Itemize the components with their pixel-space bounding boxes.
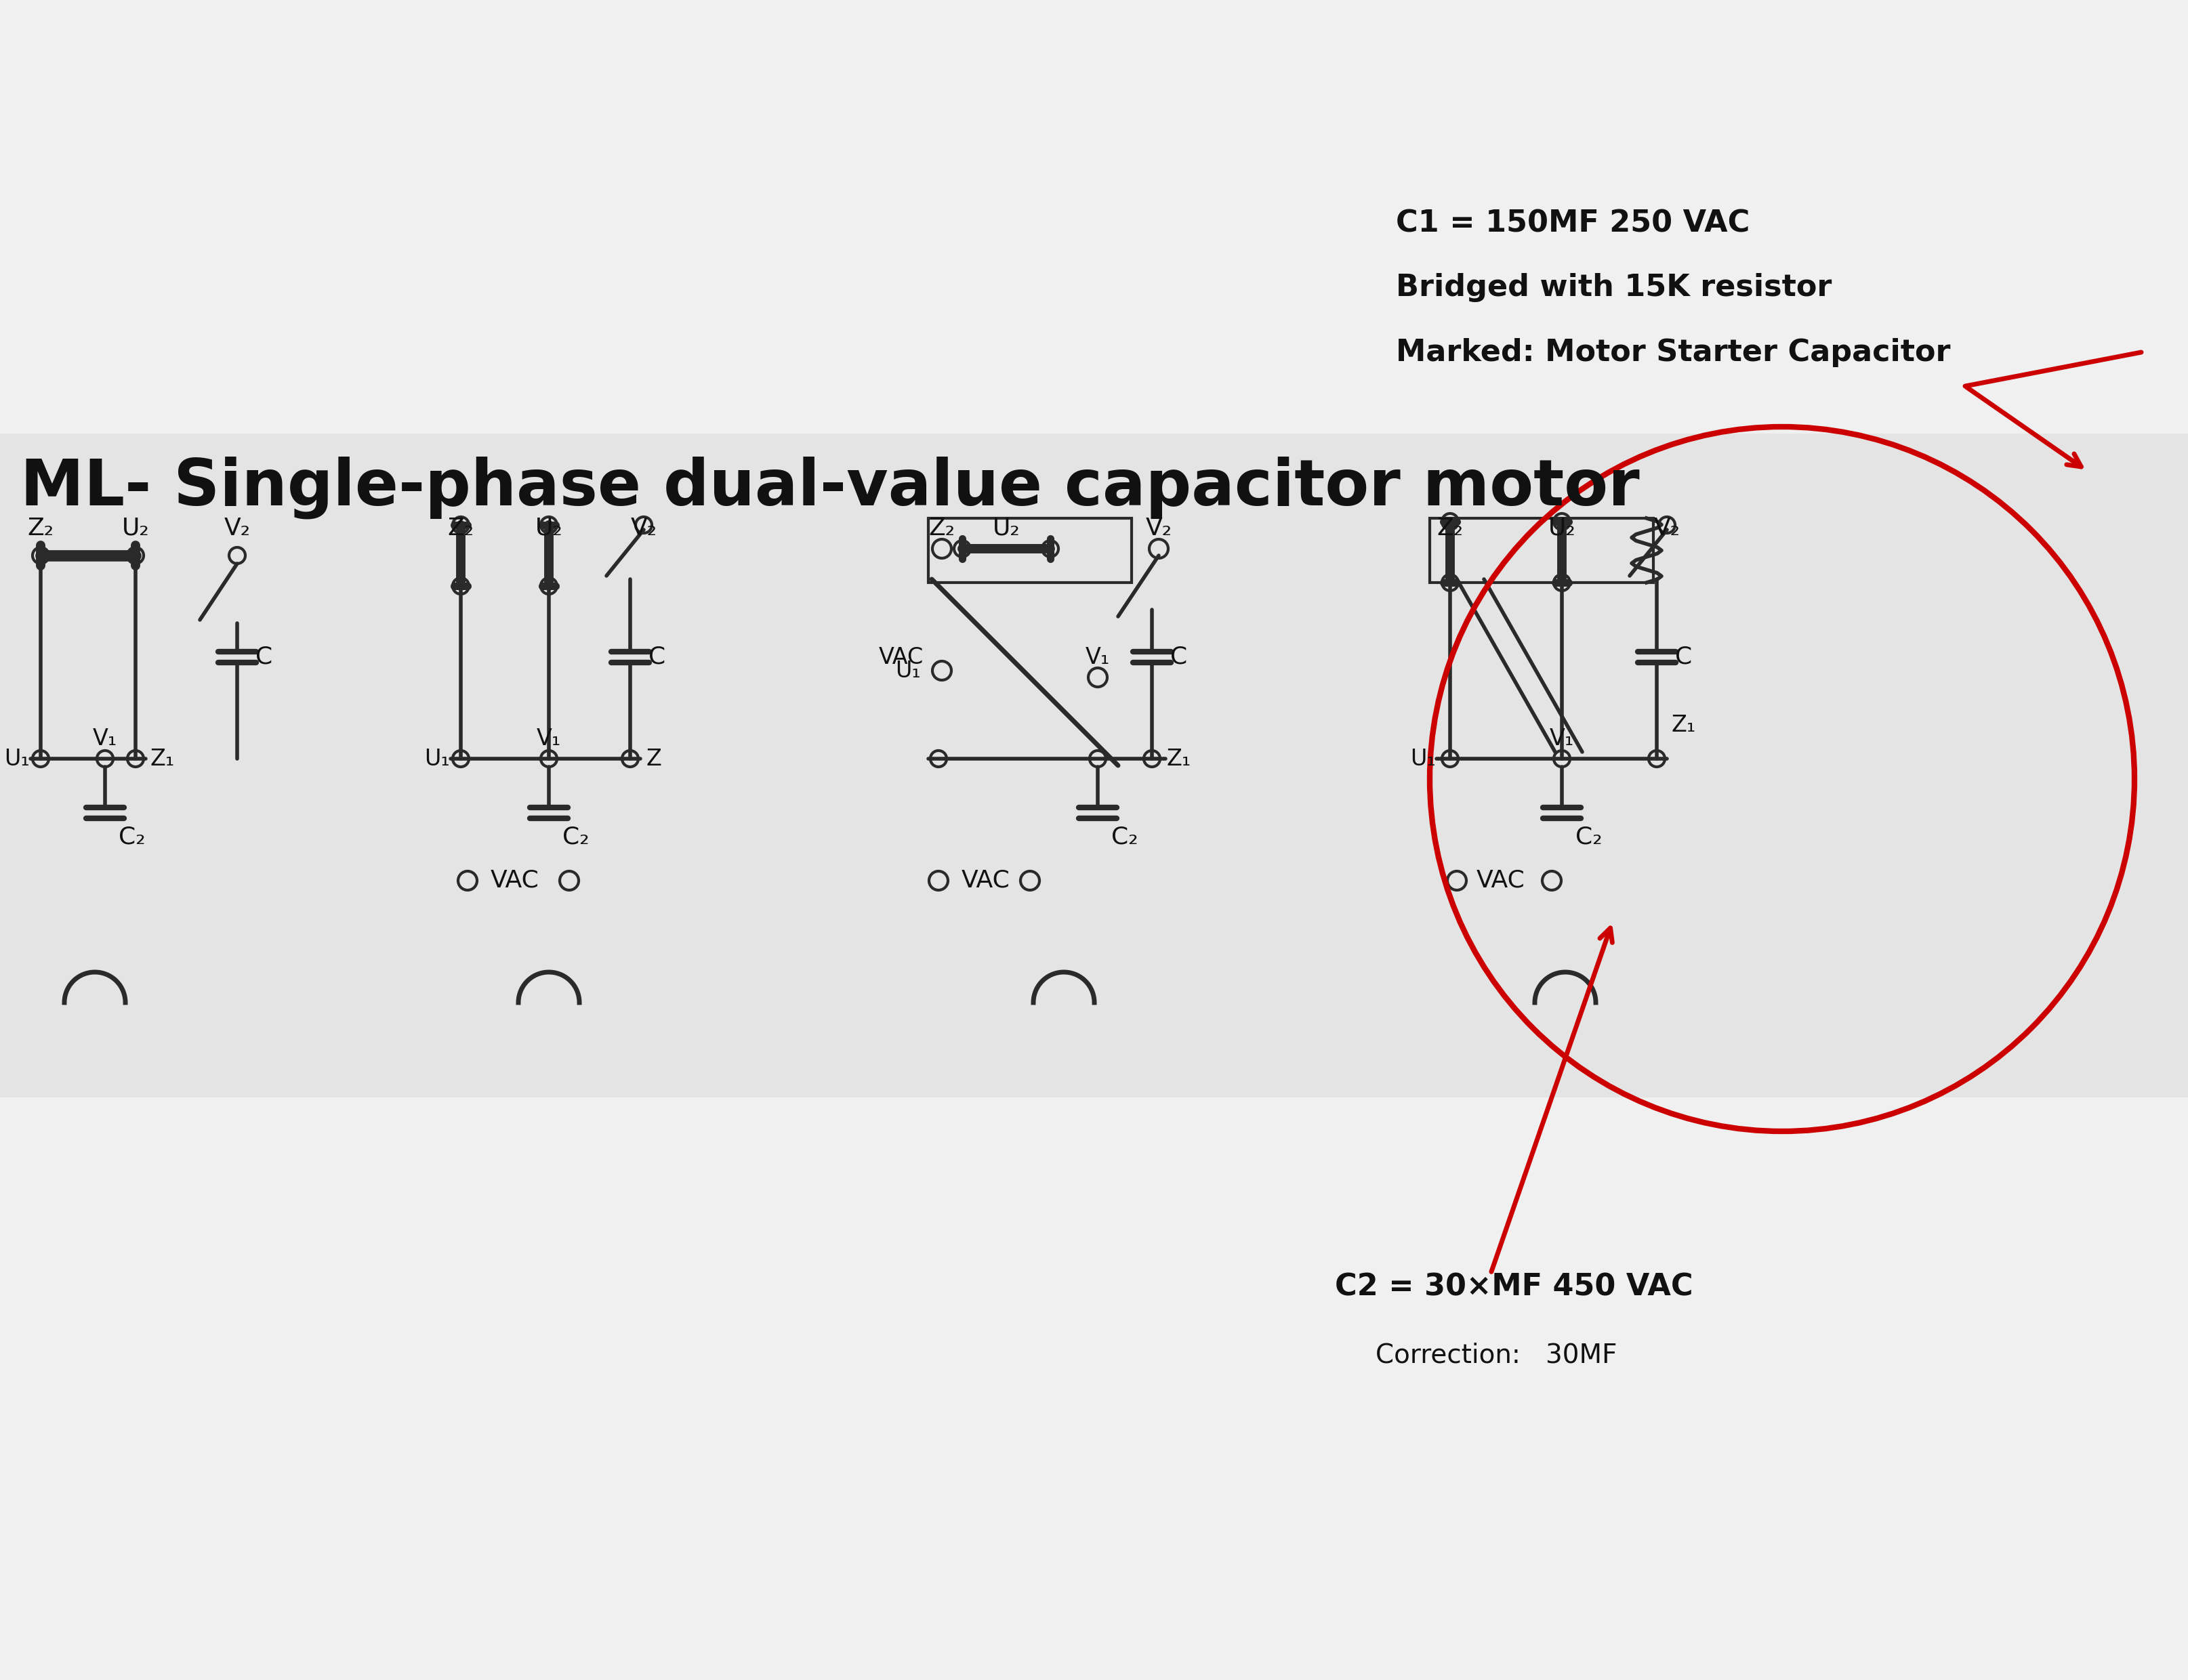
Text: V₂: V₂ — [1654, 517, 1680, 539]
Text: C2 = 30×MF 450 VAC: C2 = 30×MF 450 VAC — [1335, 1272, 1694, 1302]
Text: V₁: V₁ — [1085, 645, 1109, 669]
Text: U₁: U₁ — [895, 660, 921, 682]
Text: V₁: V₁ — [92, 727, 118, 749]
Text: C₂: C₂ — [118, 825, 147, 848]
Text: U₁: U₁ — [424, 748, 451, 769]
Text: Z: Z — [645, 748, 661, 769]
Text: U₂: U₂ — [993, 517, 1020, 539]
Text: U₁: U₁ — [4, 748, 31, 769]
Text: U₂: U₂ — [1549, 517, 1575, 539]
Text: ML- Single-phase dual-value capacitor motor: ML- Single-phase dual-value capacitor mo… — [20, 457, 1639, 519]
Text: V₂: V₂ — [630, 517, 656, 539]
Text: C: C — [1171, 645, 1188, 669]
Bar — [1429, 517, 1654, 583]
Text: C: C — [648, 645, 665, 669]
Text: V₁: V₁ — [1549, 727, 1573, 749]
Text: C₂: C₂ — [1112, 825, 1138, 848]
Text: V₂: V₂ — [1147, 517, 1173, 539]
Text: Z₂: Z₂ — [1438, 517, 1464, 539]
Text: V₁: V₁ — [536, 727, 560, 749]
Text: Z₁: Z₁ — [1166, 748, 1190, 769]
Text: C: C — [1676, 645, 1691, 669]
Text: U₁: U₁ — [1411, 748, 1435, 769]
Text: Z₁: Z₁ — [1672, 714, 1696, 736]
Text: Bridged with 15K resistor: Bridged with 15K resistor — [1396, 274, 1831, 302]
Text: U₂: U₂ — [123, 517, 149, 539]
Text: VAC: VAC — [880, 645, 923, 669]
Text: VAC: VAC — [1477, 869, 1525, 892]
Text: V₂: V₂ — [223, 517, 249, 539]
Text: Z₂: Z₂ — [449, 517, 475, 539]
Bar — [0, 433, 2188, 1097]
Text: VAC: VAC — [490, 869, 538, 892]
Text: Z₂: Z₂ — [28, 517, 55, 539]
Text: Z₁: Z₁ — [151, 748, 175, 769]
Text: C₂: C₂ — [562, 825, 589, 848]
Text: U₂: U₂ — [536, 517, 562, 539]
Text: Correction:   30MF: Correction: 30MF — [1376, 1342, 1617, 1368]
Text: C: C — [256, 645, 274, 669]
Text: Z₂: Z₂ — [928, 517, 956, 539]
Text: Marked: Motor Starter Capacitor: Marked: Motor Starter Capacitor — [1396, 338, 1950, 366]
Text: VAC: VAC — [961, 869, 1011, 892]
Text: C₂: C₂ — [1575, 825, 1602, 848]
Text: C1 = 150MF 250 VAC: C1 = 150MF 250 VAC — [1396, 208, 1750, 239]
Bar — [928, 517, 1131, 583]
